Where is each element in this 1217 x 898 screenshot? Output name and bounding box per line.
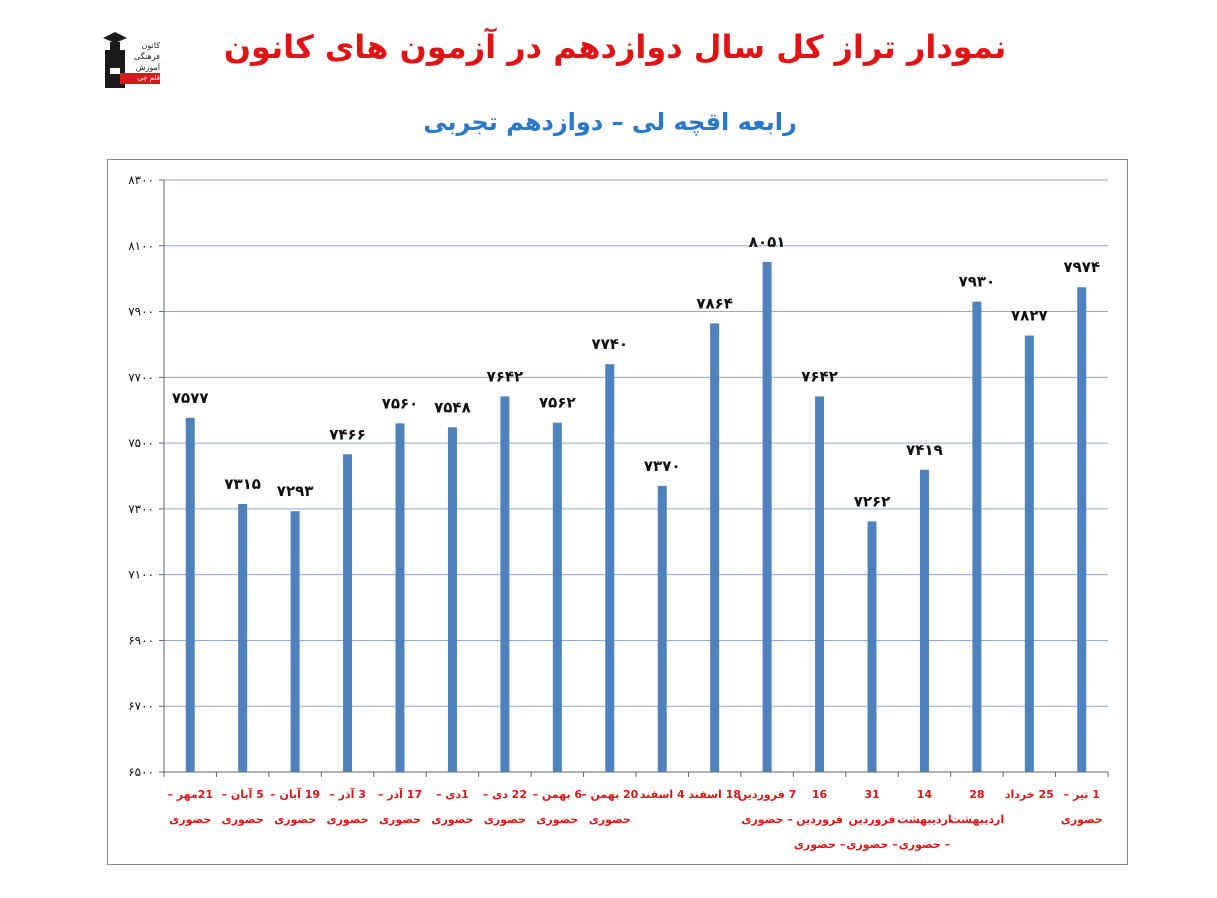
bar bbox=[395, 423, 405, 772]
x-category-label: 20 بهمن – حضوری bbox=[581, 788, 638, 826]
x-category-label: 21مهر – حضوری bbox=[167, 788, 213, 826]
x-category-label: 14 اردیبهشت – حضوری bbox=[897, 788, 951, 851]
x-category-label: 31 فروردین – حضوری bbox=[846, 788, 897, 851]
x-category-label: 22 دی – حضوری bbox=[483, 788, 527, 826]
data-label: ۸۰۵۱ bbox=[749, 233, 786, 251]
y-tick-label: ۸۳۰۰ bbox=[128, 173, 154, 187]
data-label: ۷۶۴۲ bbox=[487, 367, 524, 385]
bar bbox=[867, 521, 877, 772]
data-label: ۷۲۹۳ bbox=[277, 482, 314, 500]
bar bbox=[1024, 335, 1034, 772]
bar bbox=[552, 422, 562, 772]
x-category-label: 17 آذر – حضوری bbox=[378, 787, 422, 826]
bar bbox=[238, 503, 248, 772]
y-tick-label: ۷۳۰۰ bbox=[128, 502, 154, 516]
bar bbox=[447, 427, 457, 772]
bar bbox=[500, 396, 510, 772]
chart-area: ۸۳۰۰ ۸۱۰۰ ۷۹۰۰ ۷۷۰۰ ۷۵۰۰ ۷۳۰۰ ۷۱۰۰ ۶۹۰۰ ۶۷۰۰ ۶۵۰۰… bbox=[107, 159, 1128, 865]
y-tick-label: ۷۷۰۰ bbox=[128, 370, 154, 384]
bar bbox=[919, 469, 929, 772]
data-label: ۷۷۴۰ bbox=[591, 335, 628, 353]
x-category-label: 19 آبان – حضوری bbox=[270, 787, 320, 826]
bar bbox=[290, 511, 300, 772]
data-label: ۷۸۲۷ bbox=[1011, 307, 1048, 325]
data-label: ۷۵۷۷ bbox=[172, 389, 209, 407]
x-category-label: 18 اسفند bbox=[688, 788, 741, 801]
x-category-label: 6 بهمن – حضوری bbox=[533, 788, 583, 826]
logo-line: کانون bbox=[141, 41, 160, 50]
y-tick-label: ۸۱۰۰ bbox=[128, 239, 154, 253]
bar bbox=[605, 364, 615, 772]
bar bbox=[185, 417, 195, 772]
bar bbox=[972, 301, 982, 772]
logo-line: فرهنگی bbox=[134, 52, 160, 61]
x-category-label: 16 فروردین – حضوری bbox=[794, 788, 845, 851]
data-label: ۷۵۶۰ bbox=[382, 394, 419, 412]
chart-title: نمودار تراز کل سال دوازدهم در آزمون های … bbox=[223, 28, 1007, 66]
data-label: ۷۴۱۹ bbox=[906, 441, 943, 459]
bar bbox=[657, 485, 667, 772]
y-tick-label: ۶۵۰۰ bbox=[128, 765, 154, 779]
chart-subtitle: رابعه اقچه لی – دوازدهم تجربی bbox=[423, 108, 797, 136]
data-label: ۷۸۶۴ bbox=[696, 294, 733, 312]
x-category-label: 1دی – حضوری bbox=[431, 788, 473, 826]
bar bbox=[815, 396, 825, 772]
data-label: ۷۵۶۲ bbox=[539, 394, 576, 412]
x-category-label: 25 خرداد bbox=[1005, 788, 1054, 801]
bar bbox=[762, 261, 772, 772]
x-category-label: 28 اردیبهشت bbox=[950, 788, 1004, 826]
logo-line: قلم چی bbox=[120, 73, 160, 84]
bar bbox=[710, 323, 720, 772]
logo-text: کانون فرهنگی آموزش قلم چی bbox=[120, 40, 160, 84]
x-category-label: 7 فروردین – حضوری bbox=[738, 788, 796, 826]
data-label: ۷۶۴۲ bbox=[801, 367, 838, 385]
bar bbox=[343, 454, 353, 772]
bar bbox=[1077, 287, 1087, 772]
data-label: ۷۹۳۰ bbox=[959, 273, 996, 291]
y-tick-label: ۷۱۰۰ bbox=[128, 568, 154, 582]
y-tick-label: ۶۷۰۰ bbox=[128, 699, 154, 713]
data-label: ۷۵۴۸ bbox=[434, 398, 471, 416]
bar-chart: ۸۳۰۰ ۸۱۰۰ ۷۹۰۰ ۷۷۰۰ ۷۵۰۰ ۷۳۰۰ ۷۱۰۰ ۶۹۰۰ ۶۷۰۰ ۶۵۰۰… bbox=[128, 173, 1109, 851]
logo-line: آموزش bbox=[135, 63, 160, 72]
data-label: ۷۳۱۵ bbox=[224, 475, 261, 493]
y-tick-label: ۶۹۰۰ bbox=[128, 633, 154, 647]
data-label: ۷۳۷۰ bbox=[644, 457, 681, 475]
x-category-label: 3 آذر – حضوری bbox=[327, 787, 369, 826]
data-label: ۷۴۶۶ bbox=[329, 425, 366, 443]
x-category-label: 5 آبان – حضوری bbox=[222, 787, 264, 826]
x-category-label: 4 اسفند bbox=[640, 788, 685, 801]
y-tick-label: ۷۹۰۰ bbox=[128, 305, 154, 319]
y-tick-label: ۷۵۰۰ bbox=[128, 436, 154, 450]
x-category-label: 1 تیر – حضوری bbox=[1061, 788, 1103, 826]
data-label: ۷۲۶۲ bbox=[854, 492, 891, 510]
data-label: ۷۹۷۴ bbox=[1063, 258, 1100, 276]
